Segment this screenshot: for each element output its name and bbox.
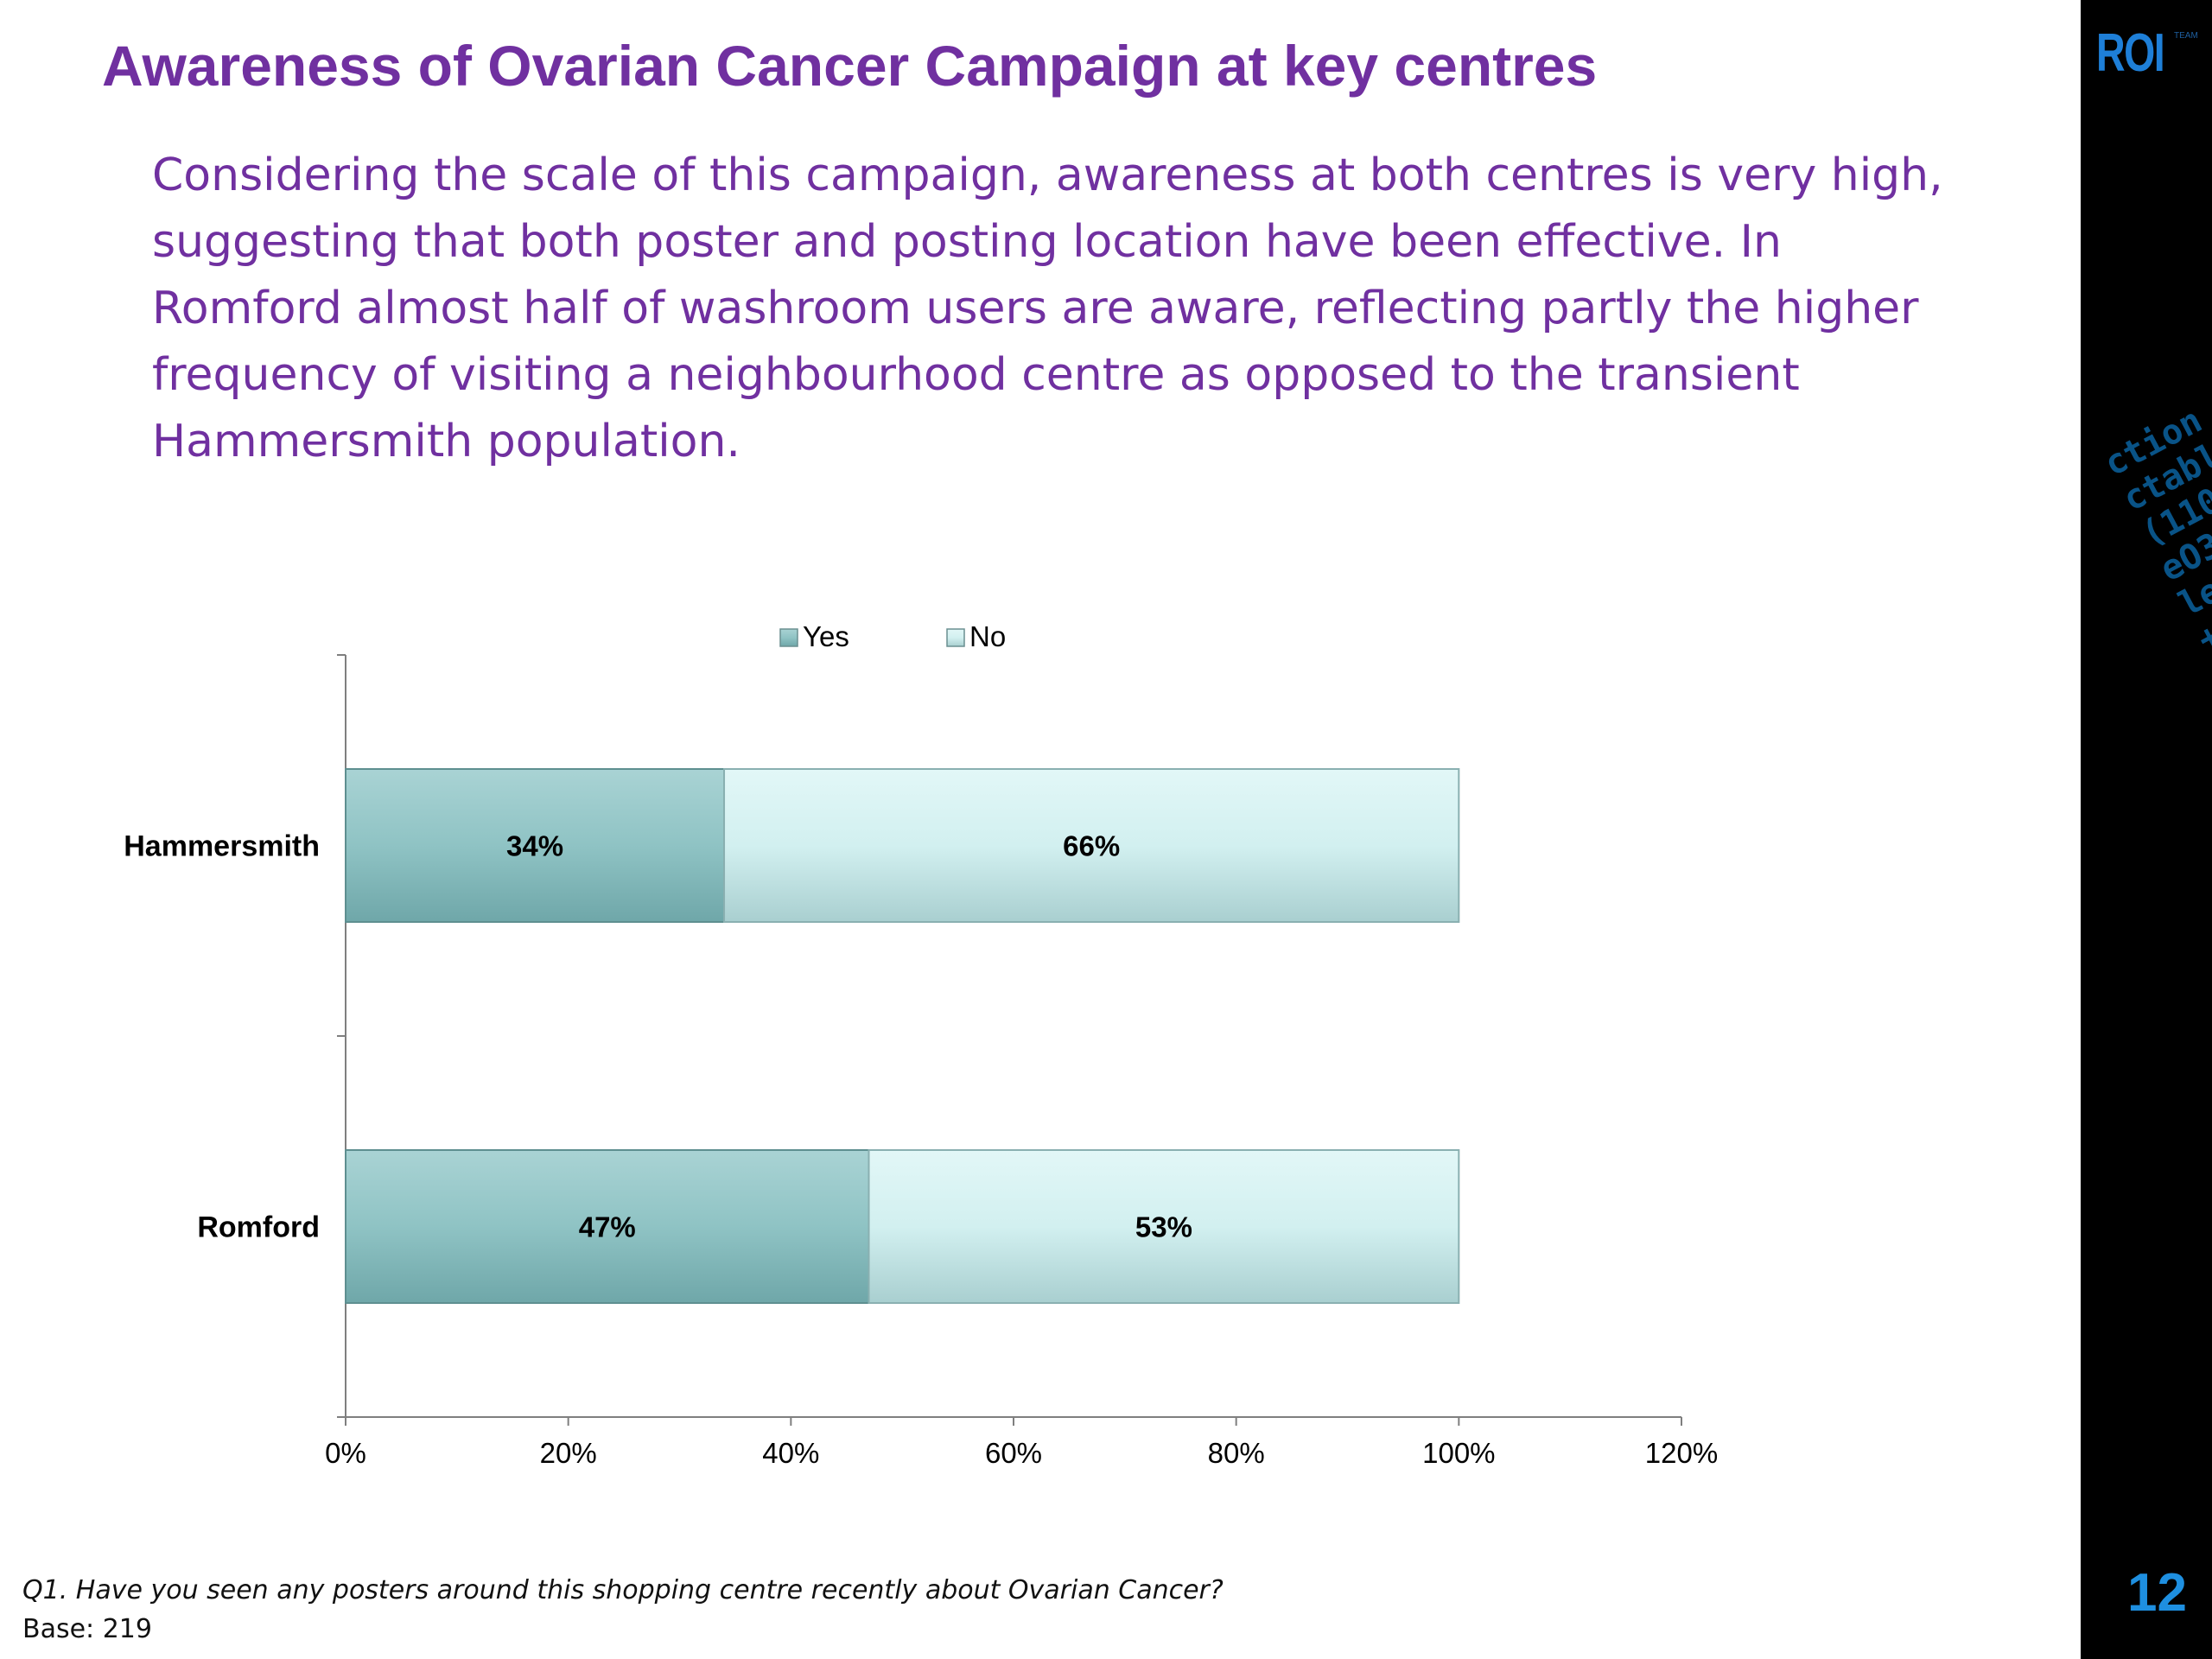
slide-subtitle: Considering the scale of this campaign, … [152, 149, 1943, 467]
chart-labels: Hammersmith 34% 66% Romford 47% 53% [124, 830, 1192, 1244]
legend-swatch-no [946, 628, 965, 647]
legend-label-yes: Yes [803, 620, 849, 652]
category-label-romford: Romford [197, 1211, 320, 1244]
slide-title: Awareness of Ovarian Cancer Campaign at … [102, 34, 1598, 98]
data-label-no-romford: 53% [1135, 1211, 1192, 1243]
x-tick-label: 60% [985, 1437, 1042, 1469]
x-tick-label: 80% [1208, 1437, 1265, 1469]
x-tick-label: 40% [762, 1437, 819, 1469]
bar-no-hammersmith [723, 768, 1460, 923]
x-tick-label: 120% [1645, 1437, 1718, 1469]
question-footnote: Q1. Have you seen any posters around thi… [22, 1575, 1224, 1605]
decorative-formula-text: ction of ctable c (1100° eO3)) e le, TiC… [2098, 371, 2212, 696]
roi-logo: ROI [2096, 23, 2165, 83]
x-tick-label: 0% [325, 1437, 366, 1469]
legend-label-no: No [969, 620, 1006, 652]
data-label-no-hammersmith: 66% [1063, 830, 1120, 862]
bar-yes-hammersmith [345, 768, 726, 923]
chart-bars [345, 768, 1460, 1304]
base-note: Base: 219 [22, 1614, 152, 1644]
category-label-hammersmith: Hammersmith [124, 830, 320, 863]
bar-no-romford [868, 1149, 1460, 1304]
bar-yes-romford [345, 1149, 870, 1304]
data-label-yes-hammersmith: 34% [506, 830, 563, 862]
chart-legend: Yes No [779, 620, 1006, 652]
page-number: 12 [2127, 1563, 2187, 1623]
data-label-yes-romford: 47% [579, 1211, 636, 1243]
brand-sidebar: ROI TEAM ction of ctable c (1100° eO3)) … [2081, 0, 2212, 1659]
legend-swatch-yes [779, 628, 798, 647]
x-tick-label: 100% [1422, 1437, 1495, 1469]
x-tick-label: 20% [540, 1437, 597, 1469]
logo-trademark: TEAM [2174, 31, 2198, 41]
chart-axes: 0% 20% 40% 60% 80% 100% 120% [325, 654, 1718, 1469]
